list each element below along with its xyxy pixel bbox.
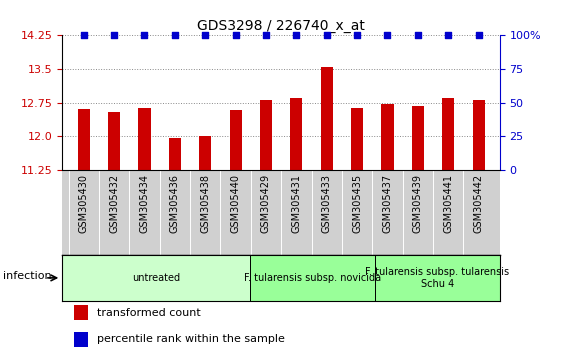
Point <box>201 33 210 38</box>
Bar <box>321 67 333 170</box>
Bar <box>290 98 302 170</box>
Point <box>79 33 88 38</box>
Point <box>322 33 331 38</box>
Text: GSM305441: GSM305441 <box>443 174 453 233</box>
Text: GSM305436: GSM305436 <box>170 174 180 233</box>
Bar <box>351 108 363 170</box>
Bar <box>139 108 151 170</box>
Text: GSM305429: GSM305429 <box>261 174 271 233</box>
Text: GSM305435: GSM305435 <box>352 174 362 233</box>
Bar <box>108 112 120 170</box>
Text: GSM305438: GSM305438 <box>201 174 210 233</box>
Text: GSM305439: GSM305439 <box>413 174 423 233</box>
Bar <box>74 332 88 347</box>
Text: GSM305437: GSM305437 <box>382 174 392 233</box>
Text: untreated: untreated <box>132 273 180 283</box>
Point <box>444 33 453 38</box>
Point <box>353 33 362 38</box>
Point <box>292 33 301 38</box>
Text: GSM305442: GSM305442 <box>474 174 483 233</box>
Bar <box>260 99 272 170</box>
Point <box>474 33 483 38</box>
Text: F. tularensis subsp. tularensis
Schu 4: F. tularensis subsp. tularensis Schu 4 <box>365 267 509 289</box>
Bar <box>62 255 250 301</box>
Bar <box>381 104 394 170</box>
Bar <box>169 138 181 170</box>
Bar <box>74 305 88 320</box>
Point <box>383 33 392 38</box>
Text: GSM305430: GSM305430 <box>79 174 89 233</box>
Text: GSM305432: GSM305432 <box>109 174 119 233</box>
Text: GSM305440: GSM305440 <box>231 174 241 233</box>
Bar <box>199 136 211 170</box>
Text: F. tularensis subsp. novicida: F. tularensis subsp. novicida <box>244 273 381 283</box>
Bar <box>473 99 485 170</box>
Text: transformed count: transformed count <box>97 308 201 318</box>
Point <box>414 33 423 38</box>
Text: infection: infection <box>3 270 52 281</box>
Text: GSM305433: GSM305433 <box>321 174 332 233</box>
Bar <box>78 109 90 170</box>
Text: GSM305434: GSM305434 <box>140 174 149 233</box>
Point <box>110 33 119 38</box>
Point <box>261 33 270 38</box>
Point <box>170 33 179 38</box>
Point <box>231 33 240 38</box>
Title: GDS3298 / 226740_x_at: GDS3298 / 226740_x_at <box>197 19 365 33</box>
Point <box>140 33 149 38</box>
Bar <box>412 106 424 170</box>
Bar <box>250 255 375 301</box>
Bar <box>442 98 454 170</box>
Bar <box>229 110 241 170</box>
Text: GSM305431: GSM305431 <box>291 174 302 233</box>
Text: percentile rank within the sample: percentile rank within the sample <box>97 334 285 344</box>
Bar <box>375 255 500 301</box>
